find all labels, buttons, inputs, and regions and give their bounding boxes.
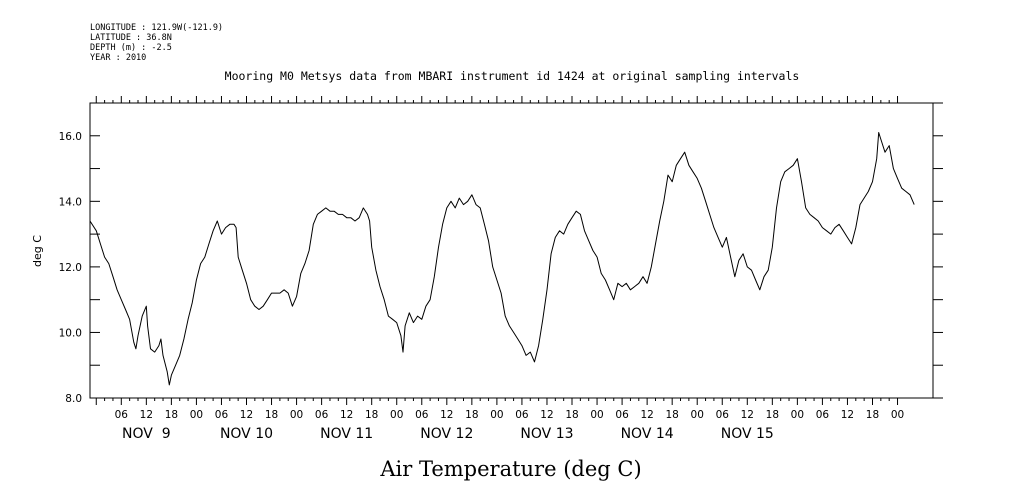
- x-tick-label: 06: [315, 409, 329, 421]
- x-tick-label: 12: [540, 409, 553, 421]
- x-tick-label: 12: [741, 409, 754, 421]
- day-label: NOV 13: [520, 426, 573, 442]
- day-label: NOV 14: [621, 426, 674, 442]
- chart-title: Mooring M0 Metsys data from MBARI instru…: [225, 69, 800, 83]
- day-label: NOV 9: [122, 426, 171, 442]
- x-tick-label: 06: [716, 409, 730, 421]
- x-tick-label: 18: [165, 409, 178, 421]
- x-tick-label: 00: [891, 409, 904, 421]
- x-tick-label: 12: [240, 409, 253, 421]
- y-tick-label: 16.0: [59, 131, 82, 143]
- x-axis-label: Air Temperature (deg C): [379, 457, 641, 481]
- y-tick-labels: 8.0 10.0 12.0 14.0 16.0: [59, 131, 82, 405]
- x-tick-label: 00: [691, 409, 704, 421]
- x-tick-label: 18: [365, 409, 378, 421]
- x-tick-label: 06: [615, 409, 629, 421]
- year-text: YEAR : 2010: [90, 53, 146, 63]
- x-tick-label: 00: [791, 409, 804, 421]
- plot-frame: [89, 102, 934, 399]
- day-label: NOV 12: [420, 426, 473, 442]
- x-tick-label: 12: [640, 409, 653, 421]
- x-tick-label: 00: [290, 409, 303, 421]
- x-tick-label: 18: [766, 409, 779, 421]
- day-label: NOV 11: [320, 426, 373, 442]
- x-tick-label: 18: [665, 409, 678, 421]
- y-tick-label: 14.0: [59, 196, 82, 208]
- x-tick-label: 06: [515, 409, 529, 421]
- x-tick-label: 18: [565, 409, 578, 421]
- x-tick-label: 12: [841, 409, 854, 421]
- x-tick-label: 12: [140, 409, 153, 421]
- x-tick-label: 18: [866, 409, 879, 421]
- x-tick-label: 06: [816, 409, 830, 421]
- x-tick-label: 12: [340, 409, 353, 421]
- x-tick-label: 06: [215, 409, 229, 421]
- depth-text: DEPTH (m) : -2.5: [90, 43, 172, 53]
- latitude-text: LATITUDE : 36.8N: [90, 33, 172, 43]
- x-tick-label: 12: [440, 409, 453, 421]
- x-tick-label: 00: [190, 409, 203, 421]
- day-label: NOV 15: [721, 426, 774, 442]
- x-tick-label: 00: [490, 409, 503, 421]
- x-tick-label: 00: [590, 409, 603, 421]
- x-tick-label: 18: [465, 409, 478, 421]
- y-tick-label: 10.0: [59, 327, 82, 339]
- x-tick-label: 18: [265, 409, 278, 421]
- metadata-block: LONGITUDE : 121.9W(-121.9) LATITUDE : 36…: [90, 23, 223, 63]
- y-tick-label: 8.0: [65, 393, 82, 405]
- y-tick-label: 12.0: [59, 262, 82, 274]
- axis-ticks: [90, 96, 943, 405]
- y-axis-label: deg C: [31, 235, 44, 267]
- air-temperature-line: [89, 132, 915, 386]
- x-tick-label: 00: [390, 409, 403, 421]
- x-tick-label: 06: [415, 409, 429, 421]
- day-label: NOV 10: [220, 426, 273, 442]
- x-tick-label: 06: [115, 409, 129, 421]
- longitude-text: LONGITUDE : 121.9W(-121.9): [90, 23, 223, 33]
- day-labels: NOV 9 NOV 10 NOV 11 NOV 12 NOV 13 NOV 14 NOV 1…: [122, 426, 774, 442]
- x-tick-labels: 06 12 18 00 06 12 18 00 06 12 18 00 06 12 18 00 06 12 18 00…: [115, 409, 905, 421]
